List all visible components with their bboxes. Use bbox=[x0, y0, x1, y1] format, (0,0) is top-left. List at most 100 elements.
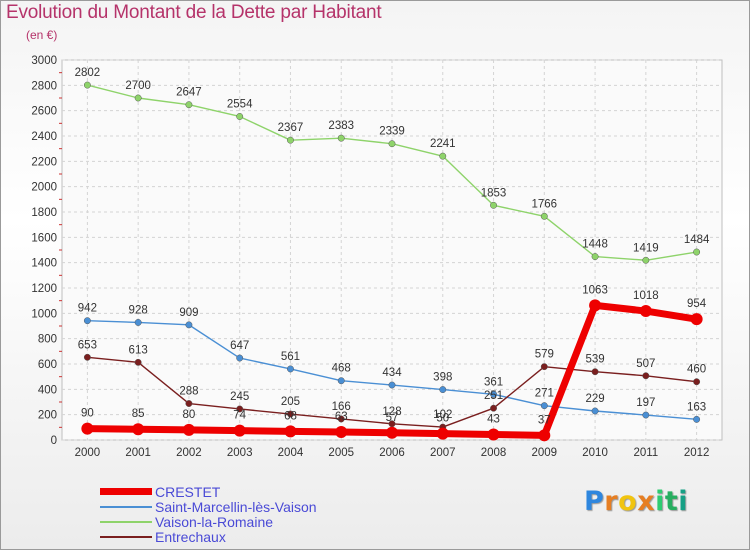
y-tick-label: 1000 bbox=[31, 308, 57, 320]
data-label: 74 bbox=[233, 410, 246, 422]
data-label: 57 bbox=[386, 412, 399, 424]
data-label: 1448 bbox=[582, 239, 608, 251]
y-tick-label: 2400 bbox=[31, 131, 57, 143]
data-label: 43 bbox=[487, 414, 500, 426]
data-label: 507 bbox=[636, 358, 655, 370]
data-point bbox=[642, 411, 650, 419]
x-tick-label: 2004 bbox=[278, 447, 304, 459]
legend-item: Saint-Marcellin-lès-Vaison bbox=[100, 498, 317, 515]
data-point bbox=[538, 429, 551, 442]
data-label: 288 bbox=[179, 386, 198, 398]
x-tick-label: 2003 bbox=[227, 447, 253, 459]
data-label: 2554 bbox=[227, 98, 253, 110]
y-tick-label: 1600 bbox=[31, 232, 57, 244]
data-label: 271 bbox=[535, 388, 554, 400]
data-point bbox=[236, 405, 244, 413]
x-tick-label: 2002 bbox=[176, 447, 202, 459]
data-point bbox=[185, 101, 193, 109]
logo-letter: P bbox=[584, 486, 605, 517]
data-label: 1853 bbox=[481, 187, 507, 199]
legend-swatch bbox=[100, 488, 152, 495]
data-label: 37 bbox=[538, 414, 551, 426]
data-point bbox=[83, 353, 91, 361]
data-label: 68 bbox=[284, 410, 297, 422]
data-point bbox=[83, 81, 91, 89]
data-label: 561 bbox=[281, 351, 300, 363]
y-tick-label: 0 bbox=[51, 435, 57, 447]
data-label: 434 bbox=[382, 367, 402, 379]
data-label: 539 bbox=[585, 354, 604, 366]
x-tick-label: 2000 bbox=[75, 447, 101, 459]
data-point bbox=[287, 365, 294, 373]
logo-letter: x bbox=[637, 486, 656, 517]
data-point bbox=[287, 136, 294, 144]
legend-label: CRESTET bbox=[155, 483, 221, 500]
data-label: 251 bbox=[484, 390, 503, 402]
y-tick-label: 2200 bbox=[31, 156, 57, 168]
data-label: 163 bbox=[687, 401, 706, 413]
x-tick-label: 2006 bbox=[379, 447, 405, 459]
x-tick-label: 2007 bbox=[430, 447, 456, 459]
logo-letter: i bbox=[678, 486, 689, 517]
data-point bbox=[337, 415, 345, 423]
data-label: 128 bbox=[382, 406, 401, 418]
data-label: 653 bbox=[78, 339, 97, 351]
x-tick-label: 2012 bbox=[684, 447, 710, 459]
logo-letter: i bbox=[655, 486, 665, 517]
data-point bbox=[134, 94, 142, 102]
data-point bbox=[490, 390, 497, 398]
data-point bbox=[236, 354, 244, 362]
data-label: 1419 bbox=[633, 242, 659, 254]
data-label: 2367 bbox=[278, 122, 304, 134]
data-label: 579 bbox=[535, 349, 554, 361]
data-point bbox=[388, 381, 396, 389]
y-tick-label: 1200 bbox=[31, 283, 57, 295]
y-tick-label: 400 bbox=[38, 384, 57, 396]
data-point bbox=[642, 256, 650, 264]
data-point bbox=[134, 319, 142, 326]
data-point bbox=[287, 410, 294, 418]
y-tick-label: 3000 bbox=[31, 55, 57, 67]
chart-title: Evolution du Montant de la Dette par Hab… bbox=[6, 2, 382, 23]
data-label: 2241 bbox=[430, 138, 456, 150]
x-tick-label: 2009 bbox=[532, 447, 558, 459]
data-point bbox=[490, 201, 497, 209]
data-point bbox=[182, 423, 195, 436]
data-label: 928 bbox=[129, 304, 148, 316]
data-point bbox=[639, 305, 652, 318]
data-point bbox=[487, 428, 500, 441]
y-tick-label: 800 bbox=[38, 334, 57, 346]
data-point bbox=[490, 404, 497, 412]
legend-item: Entrechaux bbox=[100, 529, 317, 545]
data-label: 909 bbox=[179, 307, 198, 319]
legend-swatch bbox=[100, 520, 152, 523]
legend-item: CRESTET bbox=[100, 483, 317, 500]
data-point bbox=[185, 400, 193, 407]
chart-legend: CRESTET Saint-Marcellin-lès-Vaison Vaison-… bbox=[100, 483, 317, 545]
data-label: 2700 bbox=[125, 80, 151, 92]
data-point bbox=[591, 368, 599, 376]
data-label: 954 bbox=[687, 298, 707, 310]
data-point bbox=[436, 427, 449, 440]
x-tick-label: 2008 bbox=[481, 447, 507, 459]
logo-letter: o bbox=[618, 486, 638, 517]
y-tick-label: 200 bbox=[38, 410, 57, 422]
logo-letter: r bbox=[604, 486, 619, 517]
data-label: 63 bbox=[335, 411, 348, 423]
x-tick-label: 2011 bbox=[633, 447, 658, 459]
data-label: 361 bbox=[484, 376, 503, 388]
data-label: 613 bbox=[129, 344, 148, 356]
data-point bbox=[589, 299, 602, 312]
data-label: 197 bbox=[636, 397, 655, 409]
data-point bbox=[642, 372, 650, 380]
legend-label: Saint-Marcellin-lès-Vaison bbox=[155, 498, 317, 515]
data-point bbox=[233, 424, 246, 437]
data-point bbox=[284, 425, 297, 438]
x-tick-label: 2001 bbox=[125, 447, 151, 459]
data-point bbox=[335, 426, 348, 439]
legend-swatch bbox=[100, 505, 152, 508]
data-label: 2339 bbox=[379, 126, 405, 138]
data-point bbox=[386, 426, 398, 439]
logo-letter: t bbox=[664, 486, 679, 517]
